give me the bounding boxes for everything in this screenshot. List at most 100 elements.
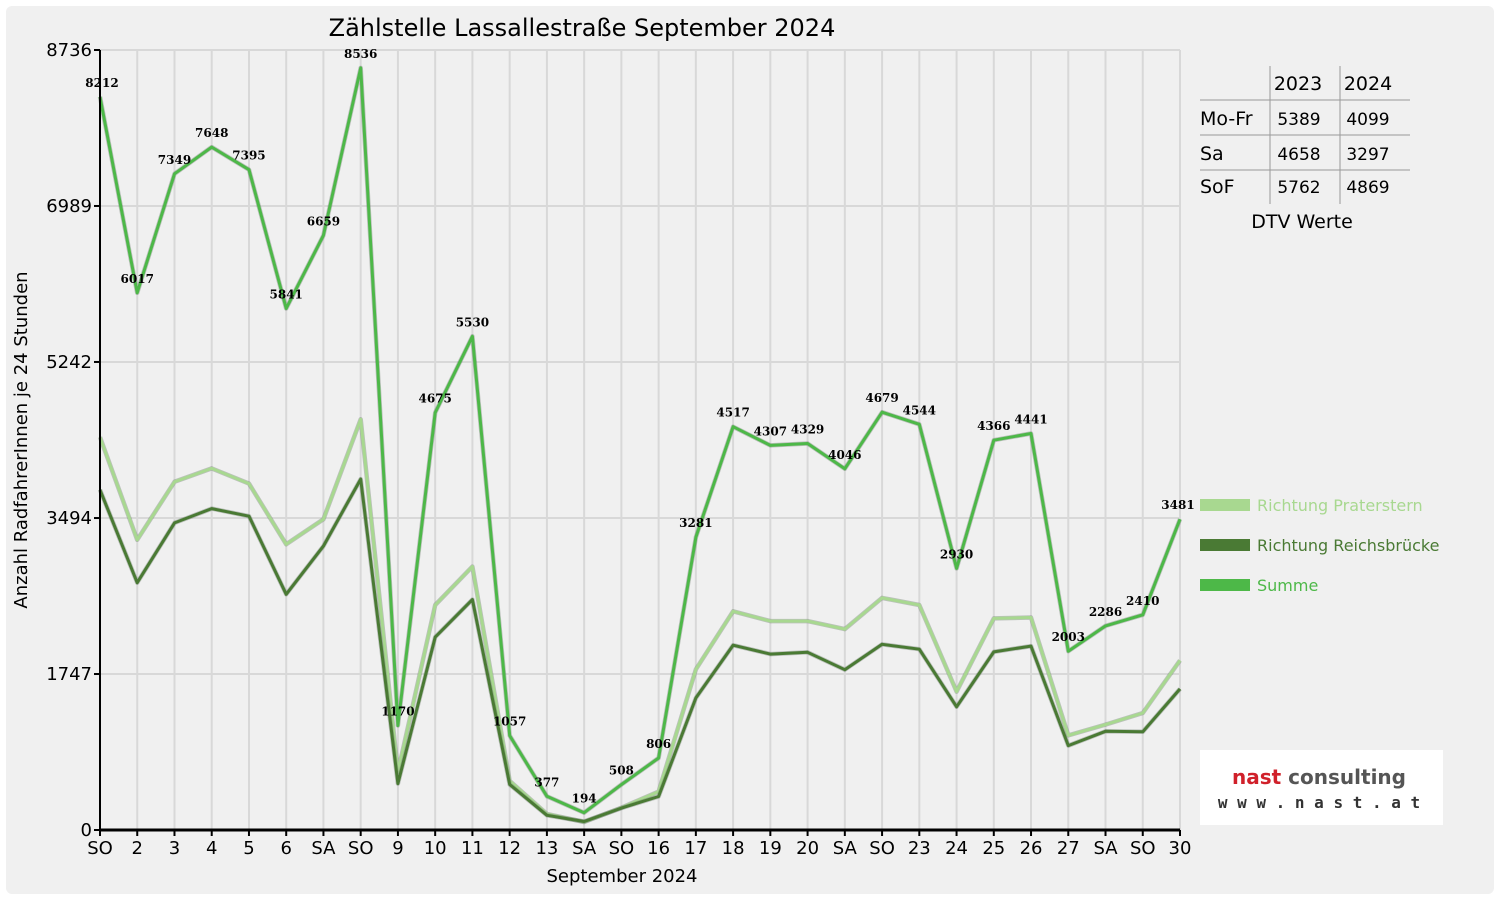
y-tick-label: 8736 [46, 40, 92, 61]
data-label: 8536 [344, 47, 377, 61]
x-tick-label: 10 [424, 838, 447, 859]
data-label: 1170 [381, 705, 414, 719]
dtv-header-2024: 2024 [1344, 73, 1392, 95]
data-label: 4544 [903, 403, 936, 417]
y-tick-label: 1747 [46, 664, 92, 685]
data-label: 1057 [493, 715, 526, 729]
dtv-header-2023: 2023 [1274, 73, 1322, 95]
x-tick-label: SO [869, 838, 895, 859]
x-tick-label: 17 [684, 838, 707, 859]
dtv-cell: 4099 [1346, 110, 1389, 130]
y-axis-ticks: 0 1747 3494 5242 6989 8736 [46, 40, 100, 841]
x-tick-label: 11 [461, 838, 484, 859]
dtv-row-label: Sa [1200, 143, 1224, 165]
x-tick-label: SA [311, 838, 336, 859]
y-axis-label: Anzahl RadfahrerInnen je 24 Stunden [11, 271, 32, 608]
x-tick-label: 4 [206, 838, 217, 859]
data-label: 7349 [158, 153, 191, 167]
legend-swatch [1200, 499, 1250, 511]
data-label: 508 [609, 764, 634, 778]
data-label: 4517 [716, 406, 749, 420]
chart-title: Zählstelle Lassallestraße September 2024 [329, 14, 836, 42]
svg-text:nast consulting: nast consulting [1232, 765, 1406, 789]
dtv-caption: DTV Werte [1251, 211, 1353, 233]
x-tick-label: 19 [759, 838, 782, 859]
series-line-1 [98, 417, 1182, 824]
data-label: 3481 [1161, 498, 1194, 512]
x-tick-label: 20 [796, 838, 819, 859]
data-label: 4441 [1014, 412, 1047, 426]
series-lines [97, 65, 1183, 825]
legend-label: Richtung Reichsbrücke [1257, 536, 1439, 555]
legend-label: Richtung Praterstern [1257, 496, 1423, 515]
data-label: 4329 [791, 422, 824, 436]
data-label: 6017 [121, 272, 154, 286]
x-tick-label: SA [1093, 838, 1118, 859]
series-shadow [97, 417, 1182, 825]
x-tick-label: 5 [243, 838, 254, 859]
x-tick-label: 25 [982, 838, 1005, 859]
y-tick-label: 3494 [46, 508, 92, 529]
series-line-2 [98, 477, 1182, 823]
data-label: 377 [534, 775, 559, 789]
brand-name-part2: consulting [1288, 765, 1406, 789]
x-tick-label: 23 [908, 838, 931, 859]
x-tick-label: 24 [945, 838, 968, 859]
dtv-cell: 3297 [1346, 145, 1389, 165]
grid [99, 49, 1181, 830]
x-tick-label: 12 [498, 838, 521, 859]
dtv-table: 2023 2024 Mo-Fr 5389 4099 Sa 4658 3297 S… [1200, 66, 1410, 233]
data-label: 2003 [1052, 630, 1085, 644]
data-label: 4366 [977, 419, 1010, 433]
x-tick-label: 3 [169, 838, 180, 859]
x-tick-label: SO [348, 838, 374, 859]
dtv-cell: 5389 [1277, 110, 1320, 130]
legend-label: Summe [1257, 576, 1318, 595]
data-label: 4307 [754, 424, 787, 438]
data-label: 2286 [1089, 605, 1122, 619]
data-label: 4679 [865, 391, 898, 405]
dtv-row-label: SoF [1200, 176, 1235, 198]
y-tick-label: 5242 [46, 352, 92, 373]
brand-url: w w w . n a s t . a t [1218, 793, 1420, 812]
data-label: 194 [572, 792, 597, 806]
x-tick-label: 30 [1169, 838, 1192, 859]
x-axis-label: September 2024 [546, 866, 697, 887]
chart-frame [6, 6, 1494, 894]
x-tick-label: SO [1130, 838, 1156, 859]
data-label: 6659 [307, 214, 340, 228]
data-label: 806 [646, 737, 671, 751]
x-tick-label: SA [833, 838, 858, 859]
x-tick-label: 9 [392, 838, 403, 859]
x-tick-label: 2 [132, 838, 143, 859]
series-line-3 [98, 66, 1182, 815]
x-tick-label: 27 [1057, 838, 1080, 859]
x-tick-label: SO [87, 838, 113, 859]
data-labels: 8212 6017 7349 7648 7395 5841 6659 8536 1170 4675… [85, 47, 1194, 806]
x-tick-label: 6 [280, 838, 291, 859]
brand-name-part1: nast [1232, 765, 1282, 789]
legend: Richtung Praterstern Richtung Reichsbrück… [1200, 496, 1439, 595]
data-label: 3281 [679, 516, 712, 530]
x-tick-label: 26 [1020, 838, 1043, 859]
x-tick-label: SA [572, 838, 597, 859]
dtv-row-label: Mo-Fr [1200, 108, 1253, 130]
y-tick-label: 6989 [46, 196, 92, 217]
nast-consulting-logo: nast consulting w w w . n a s t . a t [1200, 750, 1443, 825]
dtv-cell: 5762 [1277, 178, 1320, 198]
data-label: 4046 [828, 448, 861, 462]
data-label: 7395 [232, 149, 265, 163]
y-tick-label: 0 [81, 820, 92, 841]
data-label: 2930 [940, 547, 973, 561]
x-tick-label: 18 [722, 838, 745, 859]
data-label: 5841 [270, 287, 303, 301]
dtv-cell: 4869 [1346, 178, 1389, 198]
x-axis-ticks: SO 2 3 4 5 6 SA SO 9 10 11 12 13 SA SO 16 17 18 19 20 SA SO 23… [87, 830, 1191, 859]
legend-swatch [1200, 579, 1250, 591]
data-label: 5530 [456, 315, 489, 329]
x-tick-label: 13 [535, 838, 558, 859]
data-label: 2410 [1126, 594, 1159, 608]
dtv-cell: 4658 [1277, 145, 1320, 165]
x-tick-label: 16 [647, 838, 670, 859]
